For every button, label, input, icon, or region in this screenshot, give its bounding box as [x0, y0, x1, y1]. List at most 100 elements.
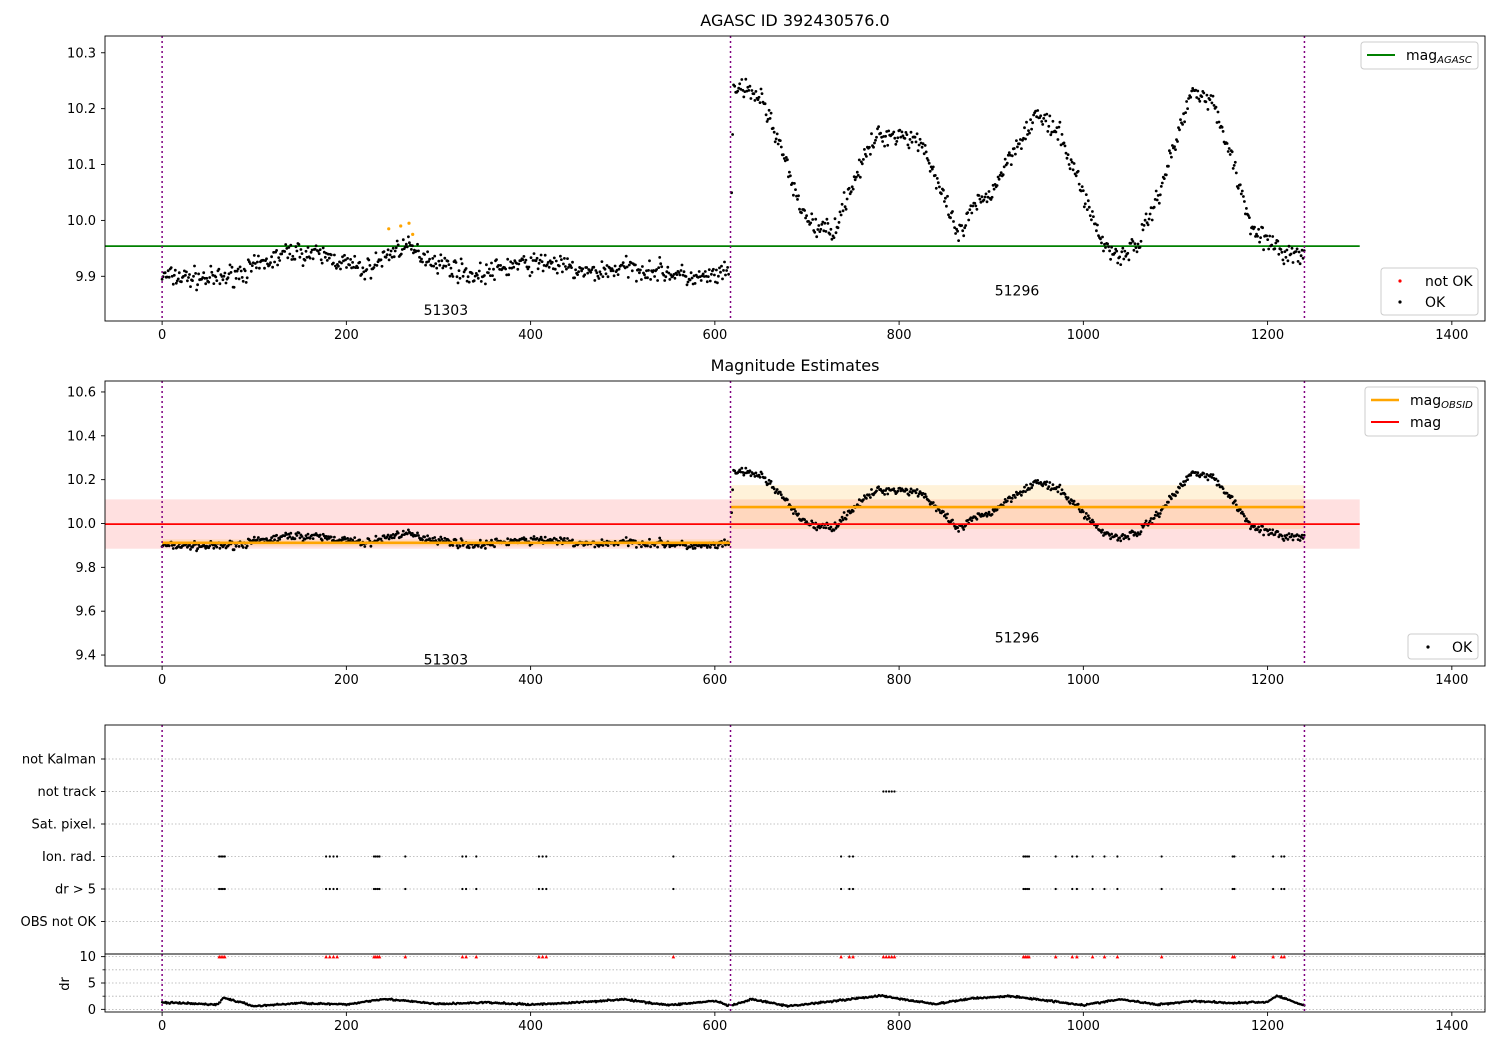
dr-clipped-marker — [474, 954, 479, 959]
ok-point — [191, 279, 194, 282]
ok-point — [539, 253, 543, 257]
ok-point — [233, 269, 237, 273]
ok-point — [527, 265, 531, 269]
x-tick-label: 1200 — [1251, 673, 1284, 688]
ok-point — [625, 265, 629, 269]
ok-point — [1259, 236, 1262, 240]
ok-point — [868, 493, 871, 497]
ok-point — [1253, 524, 1256, 528]
ok-point — [495, 258, 498, 261]
ok-point — [611, 269, 615, 273]
ok-point — [1206, 108, 1210, 111]
ok-point — [693, 546, 697, 550]
ok-point — [286, 536, 290, 540]
ok-point — [317, 252, 321, 256]
ok-point — [680, 263, 684, 267]
ok-point — [506, 257, 510, 261]
flag-point — [221, 887, 224, 891]
ok-point — [699, 279, 703, 282]
ok-point — [938, 185, 941, 189]
ok-point — [684, 544, 688, 547]
ok-point — [1176, 491, 1179, 494]
ok-point — [739, 470, 743, 474]
ok-point — [1071, 502, 1075, 505]
ok-point — [493, 545, 496, 549]
ok-point — [258, 266, 261, 270]
ok-point — [410, 248, 413, 251]
ok-point — [479, 280, 483, 283]
ok-point — [1294, 250, 1298, 253]
ok-point — [1082, 205, 1086, 209]
ok-point — [1299, 254, 1303, 258]
ok-point — [963, 226, 967, 230]
ok-point — [562, 262, 565, 266]
ok-point — [268, 263, 271, 267]
ok-point — [779, 493, 783, 497]
ok-point — [1178, 486, 1181, 490]
ok-point — [1043, 113, 1047, 117]
ok-point — [877, 485, 880, 489]
ok-point — [276, 263, 279, 267]
ok-point — [203, 276, 207, 280]
ok-point — [1063, 144, 1067, 148]
ok-point — [690, 276, 694, 280]
ok-point — [862, 158, 865, 161]
ok-point — [954, 232, 957, 235]
flag-point — [851, 855, 855, 858]
ok-point — [1148, 212, 1152, 216]
ok-point — [299, 248, 303, 251]
ok-point — [531, 537, 535, 541]
ok-point — [461, 274, 465, 278]
ok-point — [1167, 164, 1170, 168]
y-tick-label: 5 — [88, 977, 96, 992]
ok-point — [748, 84, 752, 88]
ok-point — [165, 544, 169, 548]
ok-point — [467, 546, 471, 550]
ok-point — [788, 170, 791, 174]
ok-point — [1072, 499, 1076, 503]
ok-point — [701, 272, 705, 276]
dr-clipped-marker — [1271, 954, 1275, 959]
ok-point — [649, 278, 652, 281]
dr-clipped-marker — [1159, 954, 1164, 959]
ok-point — [1217, 483, 1221, 487]
ok-point — [1118, 255, 1122, 259]
ok-point — [717, 274, 720, 278]
flag-point — [840, 855, 843, 858]
ok-point — [478, 538, 482, 542]
ok-point — [380, 264, 384, 268]
ok-point — [653, 275, 656, 278]
ok-point — [907, 146, 911, 150]
ok-point — [1302, 533, 1306, 537]
ok-point — [1027, 129, 1030, 133]
flag-point — [336, 855, 339, 858]
ok-point — [604, 272, 608, 276]
ok-point — [295, 249, 299, 253]
ok-point — [1050, 487, 1054, 491]
ok-point — [810, 212, 814, 216]
x-tick-label: 800 — [887, 673, 912, 688]
ok-point — [1135, 534, 1139, 538]
ok-point — [595, 271, 599, 275]
mag-agasc-legend-label: mag — [1406, 48, 1437, 64]
flag-point — [1091, 855, 1094, 858]
ok-point — [308, 536, 312, 540]
ok-point — [192, 274, 195, 278]
ok-point — [756, 98, 760, 101]
ok-point — [643, 273, 646, 277]
flag-point — [328, 855, 331, 858]
ok-point — [1142, 224, 1146, 227]
ok-point — [472, 279, 476, 283]
ok-point — [277, 256, 281, 259]
ok-point — [257, 536, 260, 539]
ok-point — [448, 274, 452, 278]
ok-point — [369, 544, 373, 548]
ok-point — [638, 271, 641, 275]
dr-clipped-marker — [403, 954, 408, 959]
ok-point — [244, 281, 248, 284]
ok-point — [423, 535, 426, 539]
ok-point — [1170, 155, 1173, 159]
ok-point — [946, 194, 949, 198]
ok-point — [1273, 247, 1277, 251]
